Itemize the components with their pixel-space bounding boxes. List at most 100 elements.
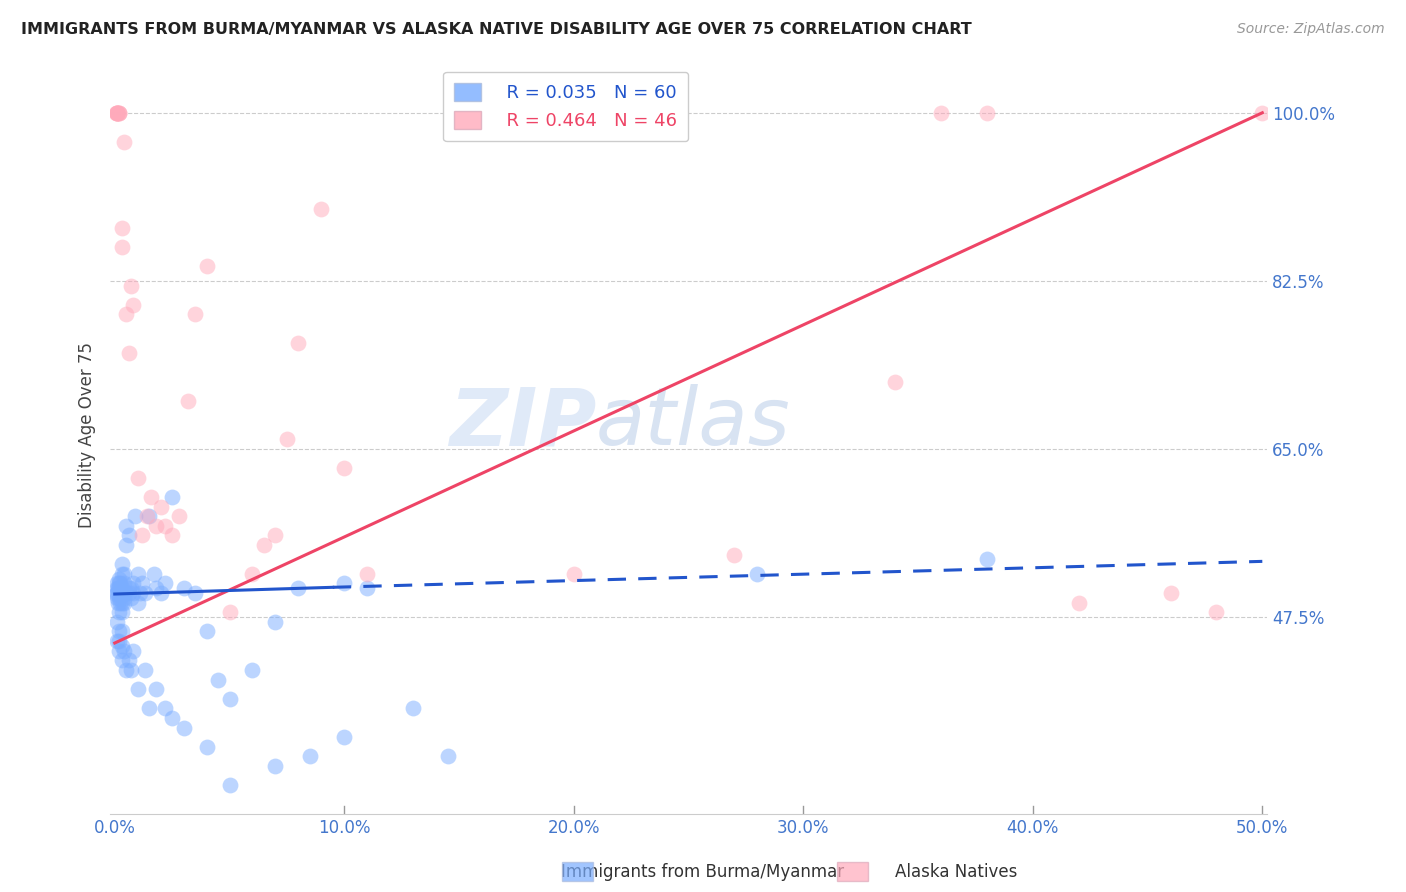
Point	[184, 586, 207, 600]
Point	[127, 471, 149, 485]
Point	[108, 624, 131, 639]
Point	[111, 240, 134, 254]
Point	[105, 591, 128, 605]
Text: Immigrants from Burma/Myanmar: Immigrants from Burma/Myanmar	[561, 863, 845, 881]
Point	[218, 778, 240, 792]
Point	[120, 278, 142, 293]
Point	[138, 701, 160, 715]
Point	[356, 566, 378, 581]
Point	[110, 596, 132, 610]
Point	[155, 701, 177, 715]
Point	[562, 566, 585, 581]
Point	[108, 105, 131, 120]
Text: Source: ZipAtlas.com: Source: ZipAtlas.com	[1237, 22, 1385, 37]
Point	[333, 576, 356, 591]
Point	[131, 576, 153, 591]
Point	[333, 461, 356, 475]
Point	[112, 596, 135, 610]
Point	[105, 105, 128, 120]
Point	[122, 643, 145, 657]
Point	[108, 105, 131, 120]
Point	[177, 393, 200, 408]
Point	[105, 615, 128, 629]
Point	[122, 576, 145, 591]
Point	[195, 624, 218, 639]
Point	[105, 581, 128, 595]
Point	[108, 586, 131, 600]
Point	[112, 566, 135, 581]
Point	[108, 581, 131, 595]
Point	[105, 576, 128, 591]
Point	[112, 643, 135, 657]
Text: ZIP: ZIP	[449, 384, 596, 462]
Point	[149, 586, 172, 600]
Point	[195, 260, 218, 274]
Point	[884, 375, 907, 389]
Point	[111, 581, 134, 595]
Point	[333, 730, 356, 744]
Point	[105, 105, 128, 120]
Point	[105, 105, 128, 120]
Point	[108, 634, 131, 648]
Text: Alaska Natives: Alaska Natives	[894, 863, 1018, 881]
Point	[155, 518, 177, 533]
Point	[1067, 596, 1090, 610]
Point	[108, 105, 131, 120]
Point	[218, 605, 240, 619]
Point	[1160, 586, 1182, 600]
Point	[108, 605, 131, 619]
Point	[207, 673, 229, 687]
Point	[134, 663, 156, 677]
Point	[131, 528, 153, 542]
Point	[242, 663, 264, 677]
Point	[111, 221, 134, 235]
Point	[145, 682, 167, 697]
Point	[117, 586, 139, 600]
Point	[124, 509, 146, 524]
Point	[117, 581, 139, 595]
Point	[160, 490, 183, 504]
Point	[402, 701, 425, 715]
Point	[242, 566, 264, 581]
Point	[160, 528, 183, 542]
Point	[112, 586, 135, 600]
Point	[173, 581, 195, 595]
Point	[107, 581, 129, 595]
Point	[976, 552, 998, 566]
Text: IMMIGRANTS FROM BURMA/MYANMAR VS ALASKA NATIVE DISABILITY AGE OVER 75 CORRELATIO: IMMIGRANTS FROM BURMA/MYANMAR VS ALASKA …	[21, 22, 972, 37]
Point	[155, 576, 177, 591]
Point	[105, 105, 128, 120]
Point	[104, 587, 127, 601]
Point	[111, 586, 134, 600]
Point	[436, 749, 458, 764]
Point	[356, 581, 378, 595]
Point	[127, 566, 149, 581]
Point	[115, 663, 138, 677]
Point	[107, 596, 129, 610]
Point	[108, 591, 131, 605]
Point	[298, 749, 321, 764]
Point	[929, 105, 952, 120]
Point	[142, 566, 165, 581]
Point	[129, 586, 152, 600]
Point	[218, 691, 240, 706]
Text: atlas: atlas	[596, 384, 790, 462]
Point	[108, 576, 131, 591]
Point	[105, 586, 128, 600]
Point	[287, 336, 309, 351]
Point	[108, 643, 131, 657]
Point	[287, 581, 309, 595]
Point	[122, 586, 145, 600]
Point	[264, 528, 287, 542]
Point	[117, 528, 139, 542]
Point	[115, 538, 138, 552]
Point	[141, 490, 163, 504]
Point	[145, 518, 167, 533]
Point	[115, 518, 138, 533]
Point	[115, 586, 138, 600]
Point	[723, 548, 745, 562]
Point	[111, 596, 134, 610]
Point	[195, 739, 218, 754]
Point	[149, 500, 172, 514]
Point	[111, 605, 134, 619]
